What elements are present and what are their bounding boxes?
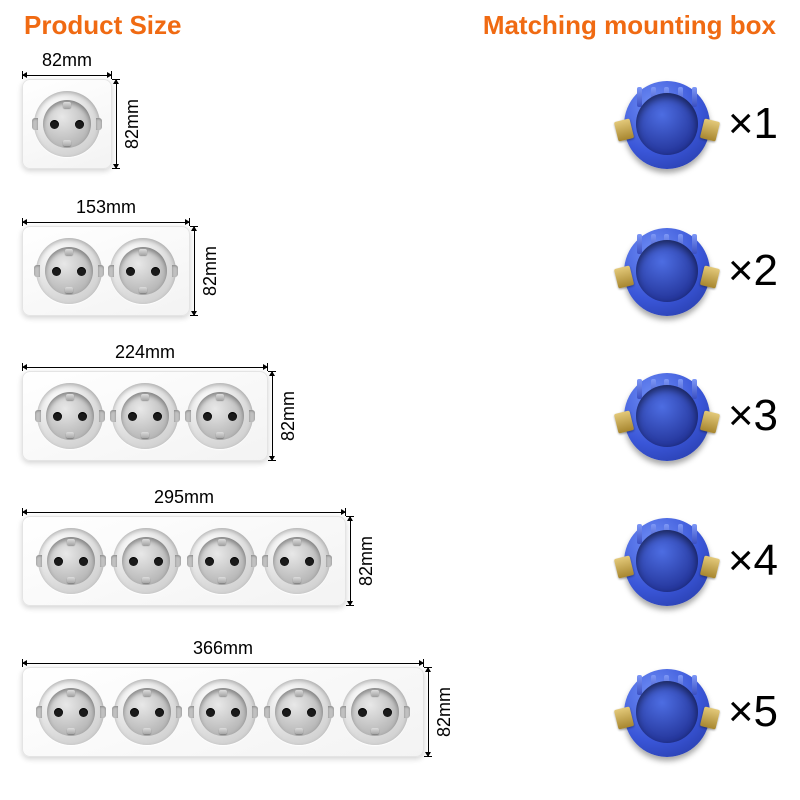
mounting-box-icon (618, 367, 716, 465)
mounting-box-icon (618, 512, 716, 610)
height-dimension: 82mm (424, 667, 456, 757)
mounting-box-qty: ×3 (568, 367, 778, 465)
width-label: 153mm (76, 198, 136, 216)
height-label: 82mm (434, 687, 455, 737)
height-dimension: 82mm (112, 79, 144, 169)
eu-socket (342, 679, 408, 745)
height-label: 82mm (200, 246, 221, 296)
quantity-label: ×2 (728, 249, 778, 293)
eu-socket (37, 383, 103, 449)
height-dimension: 82mm (190, 226, 222, 316)
width-dimension: 224mm (22, 343, 268, 371)
mounting-box-icon (618, 663, 716, 761)
socket-panel-block: 295mm82mm (22, 516, 346, 606)
height-dimension: 82mm (268, 371, 300, 461)
product-row: 82mm82mm ×1 (22, 75, 778, 173)
eu-socket (264, 528, 330, 594)
height-label: 82mm (356, 536, 377, 586)
socket-panel-block: 224mm82mm (22, 371, 268, 461)
width-dimension: 366mm (22, 639, 424, 667)
mounting-box-qty: ×5 (568, 663, 778, 761)
product-row: 224mm82mm ×3 (22, 367, 778, 465)
product-row: 366mm82mm ×5 (22, 663, 778, 761)
mounting-box-qty: ×2 (568, 222, 778, 320)
quantity-label: ×1 (728, 102, 778, 146)
socket-panel (22, 79, 112, 169)
height-dimension: 82mm (346, 516, 378, 606)
mounting-box-qty: ×1 (568, 75, 778, 173)
quantity-label: ×5 (728, 690, 778, 734)
eu-socket (189, 528, 255, 594)
quantity-label: ×4 (728, 539, 778, 583)
eu-socket (36, 238, 102, 304)
eu-socket (114, 679, 180, 745)
socket-panel (22, 667, 424, 757)
socket-panel-block: 366mm82mm (22, 667, 424, 757)
product-row: 295mm82mm ×4 (22, 512, 778, 610)
width-label: 366mm (193, 639, 253, 657)
height-label: 82mm (278, 391, 299, 441)
quantity-label: ×3 (728, 394, 778, 438)
width-label: 82mm (42, 51, 92, 69)
mounting-box-icon (618, 222, 716, 320)
width-dimension: 153mm (22, 198, 190, 226)
socket-panel (22, 226, 190, 316)
eu-socket (266, 679, 332, 745)
product-size-title: Product Size (24, 10, 483, 41)
width-label: 295mm (154, 488, 214, 506)
eu-socket (113, 528, 179, 594)
eu-socket (110, 238, 176, 304)
mounting-box-title: Matching mounting box (483, 10, 776, 41)
width-dimension: 82mm (22, 51, 112, 79)
product-row: 153mm82mm ×2 (22, 222, 778, 320)
width-label: 224mm (115, 343, 175, 361)
width-dimension: 295mm (22, 488, 346, 516)
height-label: 82mm (122, 99, 143, 149)
mounting-box-qty: ×4 (568, 512, 778, 610)
socket-panel-block: 82mm82mm (22, 79, 112, 169)
eu-socket (38, 528, 104, 594)
socket-panel (22, 516, 346, 606)
eu-socket (34, 91, 100, 157)
eu-socket (38, 679, 104, 745)
socket-panel (22, 371, 268, 461)
eu-socket (190, 679, 256, 745)
socket-panel-block: 153mm82mm (22, 226, 190, 316)
eu-socket (187, 383, 253, 449)
mounting-box-icon (618, 75, 716, 173)
eu-socket (112, 383, 178, 449)
